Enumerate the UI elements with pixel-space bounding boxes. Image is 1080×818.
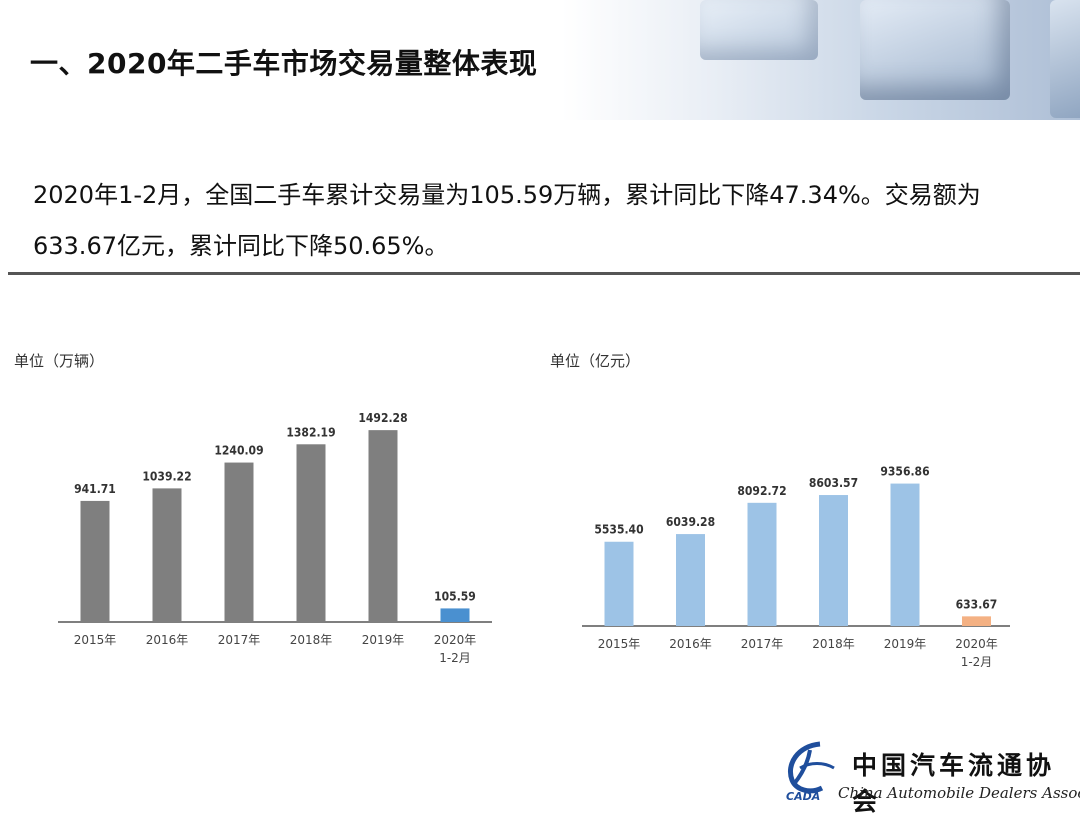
value-unit-label: 单位（亿元） bbox=[550, 352, 641, 370]
bar bbox=[676, 534, 705, 626]
bar-value-label: 105.59 bbox=[434, 589, 476, 603]
bar bbox=[747, 502, 777, 626]
x-tick-label: 2016年 bbox=[146, 633, 189, 647]
summary-text: 2020年1-2月，全国二手车累计交易量为105.59万辆，累计同比下降47.3… bbox=[33, 170, 1078, 272]
bar bbox=[80, 500, 110, 622]
bar bbox=[296, 444, 326, 622]
bar bbox=[440, 608, 470, 622]
bar bbox=[224, 462, 254, 622]
x-tick-label: 2017年 bbox=[218, 633, 261, 647]
header-band bbox=[0, 0, 1080, 120]
bar-value-label: 9356.86 bbox=[880, 465, 929, 479]
bar-value-label: 1382.19 bbox=[286, 425, 335, 439]
x-tick-label: 2015年 bbox=[598, 637, 641, 651]
volume-unit-label: 单位（万辆） bbox=[14, 352, 105, 370]
x-tick-label: 2019年 bbox=[884, 637, 927, 651]
bar-value-label: 5535.40 bbox=[594, 523, 643, 537]
decorative-cube bbox=[1050, 0, 1080, 118]
summary-line-2: 633.67亿元，累计同比下降50.65%。 bbox=[33, 232, 449, 260]
x-tick-label: 2018年 bbox=[812, 637, 855, 651]
x-tick-label: 2020年 bbox=[434, 633, 477, 647]
bar bbox=[890, 483, 920, 626]
x-tick-label: 1-2月 bbox=[961, 655, 993, 669]
x-tick-label: 2017年 bbox=[741, 637, 784, 651]
bar-value-label: 1240.09 bbox=[214, 444, 263, 458]
bar bbox=[962, 616, 991, 626]
logo-abbr: CADA bbox=[786, 790, 820, 802]
bar-value-label: 941.71 bbox=[74, 482, 116, 496]
x-tick-label: 1-2月 bbox=[439, 651, 471, 665]
bar bbox=[368, 430, 398, 622]
bar-value-label: 1492.28 bbox=[358, 411, 407, 425]
divider bbox=[8, 272, 1080, 275]
logo-name-en: China Automobile Dealers Association bbox=[838, 784, 1080, 802]
logo-name-cn: 中国汽车流通协会 bbox=[852, 751, 1056, 816]
bar-value-label: 8603.57 bbox=[809, 476, 858, 490]
bar-value-label: 1039.22 bbox=[142, 469, 191, 483]
x-tick-label: 2015年 bbox=[74, 633, 117, 647]
summary-line-1: 2020年1-2月，全国二手车累计交易量为105.59万辆，累计同比下降47.3… bbox=[33, 181, 981, 209]
bar bbox=[604, 541, 634, 626]
bar bbox=[819, 495, 848, 626]
association-logo: CADA 中国汽车流通协会 China Automobile Dealers A… bbox=[780, 736, 1080, 816]
x-tick-label: 2019年 bbox=[362, 633, 405, 647]
bar-value-label: 8092.72 bbox=[737, 484, 786, 498]
decorative-cube bbox=[700, 0, 818, 60]
cada-logo-icon: CADA bbox=[786, 741, 835, 802]
bar-value-label: 633.67 bbox=[956, 597, 998, 611]
decorative-cube bbox=[860, 0, 1010, 100]
bar bbox=[152, 488, 182, 622]
page-title: 一、2020年二手车市场交易量整体表现 bbox=[30, 47, 538, 80]
volume-bar-chart: 941.71 2015年 1039.22 2016年 1240.09 2017年 1382.… bbox=[58, 411, 492, 665]
x-tick-label: 2016年 bbox=[669, 637, 712, 651]
value-bar-chart: 5535.40 2015年 6039.28 2016年 8092.72 2017年 8603… bbox=[582, 465, 1010, 669]
bar-value-label: 6039.28 bbox=[666, 515, 715, 529]
x-tick-label: 2020年 bbox=[955, 637, 998, 651]
x-tick-label: 2018年 bbox=[290, 633, 333, 647]
